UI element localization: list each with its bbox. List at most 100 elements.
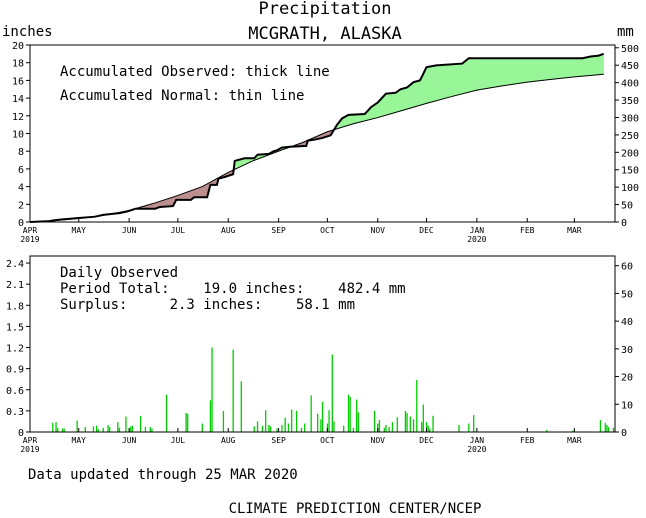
y-tick-label: 0.9	[6, 365, 24, 376]
x-tick-label: OCT	[320, 226, 335, 235]
y-tick-label: 14	[12, 94, 24, 105]
daily-bar	[52, 422, 54, 432]
daily-bar	[268, 424, 270, 432]
x-tick-year: 2020	[467, 445, 486, 454]
daily-bar	[304, 423, 306, 432]
daily-bar	[356, 399, 358, 432]
daily-bar	[429, 428, 431, 432]
x-tick-label: NOV	[371, 226, 386, 235]
x-tick-label: DEC	[419, 226, 434, 235]
y-tick-label: 6	[18, 165, 24, 176]
daily-bar	[347, 394, 350, 432]
daily-bar	[125, 416, 127, 432]
x-tick-label: AUG	[221, 436, 236, 445]
daily-bar	[55, 422, 57, 432]
daily-bar	[572, 430, 574, 432]
daily-bar	[612, 427, 615, 432]
daily-bar	[546, 429, 548, 432]
daily-bar	[373, 410, 376, 432]
accumulated-panel: 0246810121416182005010015020025030035040…	[12, 41, 639, 244]
daily-bar	[310, 395, 312, 432]
y-tick-label: 1.5	[6, 322, 24, 333]
daily-observed-label: Daily Observed	[60, 265, 178, 281]
daily-bar	[422, 404, 424, 432]
y2-tick-label: 400	[621, 79, 639, 90]
daily-bar	[416, 379, 418, 432]
y2-tick-label: 250	[621, 131, 639, 142]
y-tick-label: 0.6	[6, 386, 24, 397]
daily-bar	[96, 425, 98, 432]
y-tick-label: 2	[18, 200, 24, 211]
daily-bar	[165, 394, 168, 432]
daily-panel: 0 0.3 0.6 0.9 1.2 1.5 1.8 2.1 2.4 0 10 20 30 40 50 60 AP…	[6, 255, 633, 454]
y-tick-label: 10	[12, 130, 24, 141]
legend-observed: Accumulated Observed: thick line	[60, 64, 330, 80]
daily-bar	[383, 427, 385, 432]
daily-bar	[291, 409, 293, 432]
x-tick-label: SEP	[271, 226, 286, 235]
bottom-frame	[29, 255, 616, 433]
daily-bar	[240, 381, 242, 432]
daily-bar	[92, 426, 95, 432]
x-tick-label: SEP	[271, 436, 286, 445]
x-tick-year: 2019	[20, 445, 39, 454]
daily-bar	[276, 428, 278, 432]
daily-bar	[76, 420, 78, 432]
x-tick-label: APR	[23, 436, 38, 445]
daily-bar	[281, 424, 283, 432]
daily-bar	[326, 423, 329, 432]
daily-bar	[343, 425, 345, 432]
daily-bar	[404, 410, 407, 432]
x-tick-label: MAY	[72, 226, 87, 235]
daily-bar	[253, 426, 255, 432]
daily-bar	[328, 410, 330, 432]
y-tick-label: 2.4	[6, 259, 24, 270]
daily-bar	[109, 427, 111, 432]
x-tick-label: JUN	[122, 436, 137, 445]
y2-tick-label: 0	[621, 428, 627, 439]
y-tick-label: 12	[12, 112, 24, 123]
daily-bar	[396, 417, 398, 432]
daily-bar	[222, 410, 225, 432]
daily-bar	[232, 349, 234, 432]
y2-tick-label: 50	[621, 201, 633, 212]
daily-bar	[61, 428, 64, 432]
daily-bar	[295, 410, 298, 432]
x-tick-label: MAR	[567, 226, 582, 235]
daily-bar	[349, 396, 351, 432]
daily-bar	[287, 423, 290, 432]
surplus-label: Surplus: 2.3 inches: 58.1 mm	[60, 297, 355, 313]
daily-bar	[317, 413, 319, 432]
daily-bar	[377, 423, 379, 432]
y2-tick-label: 10	[621, 400, 633, 411]
daily-bar	[391, 422, 394, 432]
y-tick-label: 4	[18, 183, 24, 194]
daily-bar	[201, 423, 203, 432]
difference-fill-slice	[601, 53, 604, 75]
x-tick-label: JAN	[470, 226, 485, 235]
daily-bar	[130, 426, 132, 432]
y-tick-label: 0.3	[6, 407, 24, 418]
y-tick-label: 16	[12, 76, 24, 87]
daily-bar	[409, 416, 411, 432]
y2-tick-label: 500	[621, 44, 639, 55]
x-tick-label: MAR	[567, 436, 582, 445]
daily-bar	[149, 427, 151, 432]
daily-bar	[333, 421, 335, 432]
daily-bar	[331, 354, 333, 432]
y2-tick-label: 450	[621, 61, 639, 72]
y-tick-label: 20	[12, 41, 24, 52]
daily-bar	[185, 412, 187, 432]
daily-bar	[139, 415, 142, 432]
daily-bar	[269, 426, 272, 432]
y2-tick-label: 150	[621, 166, 639, 177]
x-tick-label: JUN	[122, 226, 137, 235]
data-updated-note: Data updated through 25 MAR 2020	[28, 467, 298, 483]
daily-bar	[427, 425, 429, 432]
daily-bar	[599, 420, 602, 432]
daily-bar	[284, 417, 286, 432]
x-tick-label: FEB	[520, 226, 535, 235]
period-total-label: Period Total: 19.0 inches: 482.4 mm	[60, 281, 406, 297]
y-tick-label: 2.1	[6, 280, 24, 291]
